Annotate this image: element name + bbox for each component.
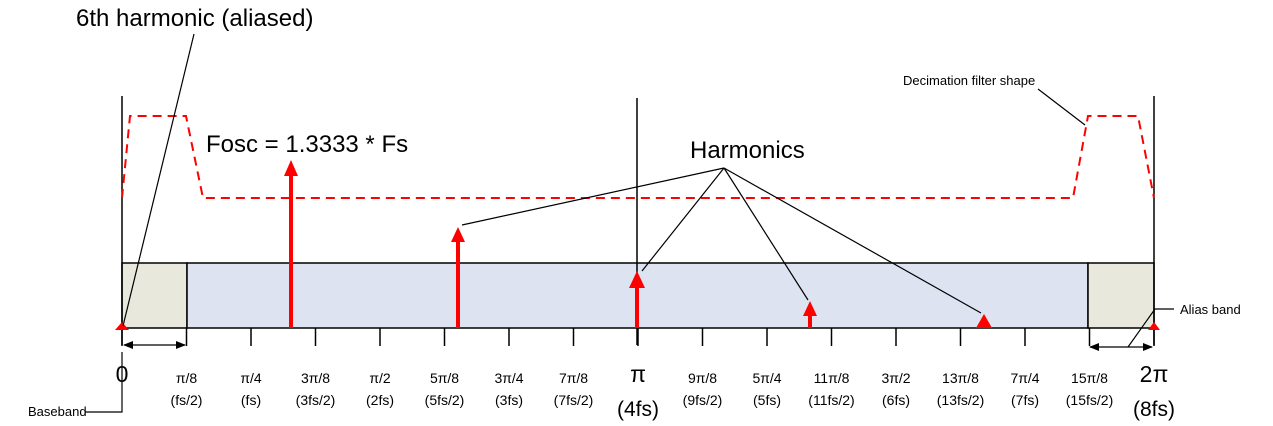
tick-label-top: 5π/4 (752, 370, 781, 386)
tick-label-bottom: (9fs/2) (683, 392, 723, 408)
tick-label-top: 3π/4 (494, 370, 523, 386)
decimation-filter-label: Decimation filter shape (903, 73, 1035, 88)
axis-ticks: 0 π/8(fs/2)π/4(fs)3π/8(3fs/2)π/2(2fs)5π/8… (116, 328, 1175, 421)
baseband-region (121, 262, 188, 329)
alias-band-label: Alias band (1180, 302, 1241, 317)
tick-label-top: π/2 (369, 370, 391, 386)
sixth-harmonic-leader (122, 33, 195, 327)
tick-label-bottom: (13fs/2) (937, 392, 984, 408)
tick-label-top: 7π/4 (1010, 370, 1039, 386)
harmonic-3-signal (629, 271, 645, 328)
tick-label-bottom: (fs) (241, 392, 261, 408)
tick-label-bottom: (4fs) (617, 398, 659, 421)
tick-label-bottom: (3fs/2) (296, 392, 336, 408)
tick-label-bottom: (5fs/2) (425, 392, 465, 408)
decimation-filter-left (121, 115, 1155, 199)
harmonics-leader-2 (641, 167, 725, 272)
baseband-leader (85, 352, 123, 413)
tick-label-top: 3π/2 (881, 370, 910, 386)
harmonics-leader-4 (723, 167, 982, 314)
tick-label-top: π/8 (176, 370, 198, 386)
fundamental-signal (284, 160, 298, 328)
tick-label-bottom: (15fs/2) (1066, 392, 1113, 408)
harmonics-label: Harmonics (690, 137, 805, 164)
tick-label-top: 9π/8 (688, 370, 717, 386)
decimation-filter-leader (1037, 88, 1086, 126)
fosc-label: Fosc = 1.3333 * Fs (206, 131, 408, 158)
tick-label-bottom: (8fs) (1133, 398, 1175, 421)
baseband-label: Baseband (28, 404, 87, 419)
tick-label-bottom: (5fs) (753, 392, 781, 408)
tick-label-top: π (630, 361, 646, 387)
tick-label-top: 3π/8 (301, 370, 330, 386)
tick-label-top: π/4 (240, 370, 262, 386)
tick-label-top: 13π/8 (942, 370, 979, 386)
harmonic-5-signal (976, 314, 992, 328)
tick-label-top: 5π/8 (430, 370, 459, 386)
harmonics-leader-3 (723, 167, 809, 301)
tick-label-top: 15π/8 (1071, 370, 1108, 386)
tick-label-bottom: (7fs) (1011, 392, 1039, 408)
tick-label-bottom: (6fs) (882, 392, 910, 408)
tick-label-top: 7π/8 (559, 370, 588, 386)
tick-label-bottom: (11fs/2) (808, 392, 854, 408)
harmonic-4-signal (803, 301, 817, 328)
tick-label-bottom: (3fs) (495, 392, 523, 408)
tick-label-bottom: (2fs) (366, 392, 394, 408)
tick-label-bottom: (7fs/2) (554, 392, 594, 408)
tick-label-top: 2π (1140, 361, 1169, 387)
harmonic-6-aliased-signal (115, 322, 1160, 330)
alias-band-leader (1127, 308, 1174, 348)
sixth-harmonic-label: 6th harmonic (aliased) (76, 5, 313, 32)
harmonic-2-signal (451, 227, 465, 328)
harmonics-leader-1 (461, 167, 725, 226)
tick-label-bottom: (fs/2) (171, 392, 203, 408)
alias-band-region (1087, 262, 1155, 329)
tick-label-top: 11π/8 (814, 370, 850, 386)
